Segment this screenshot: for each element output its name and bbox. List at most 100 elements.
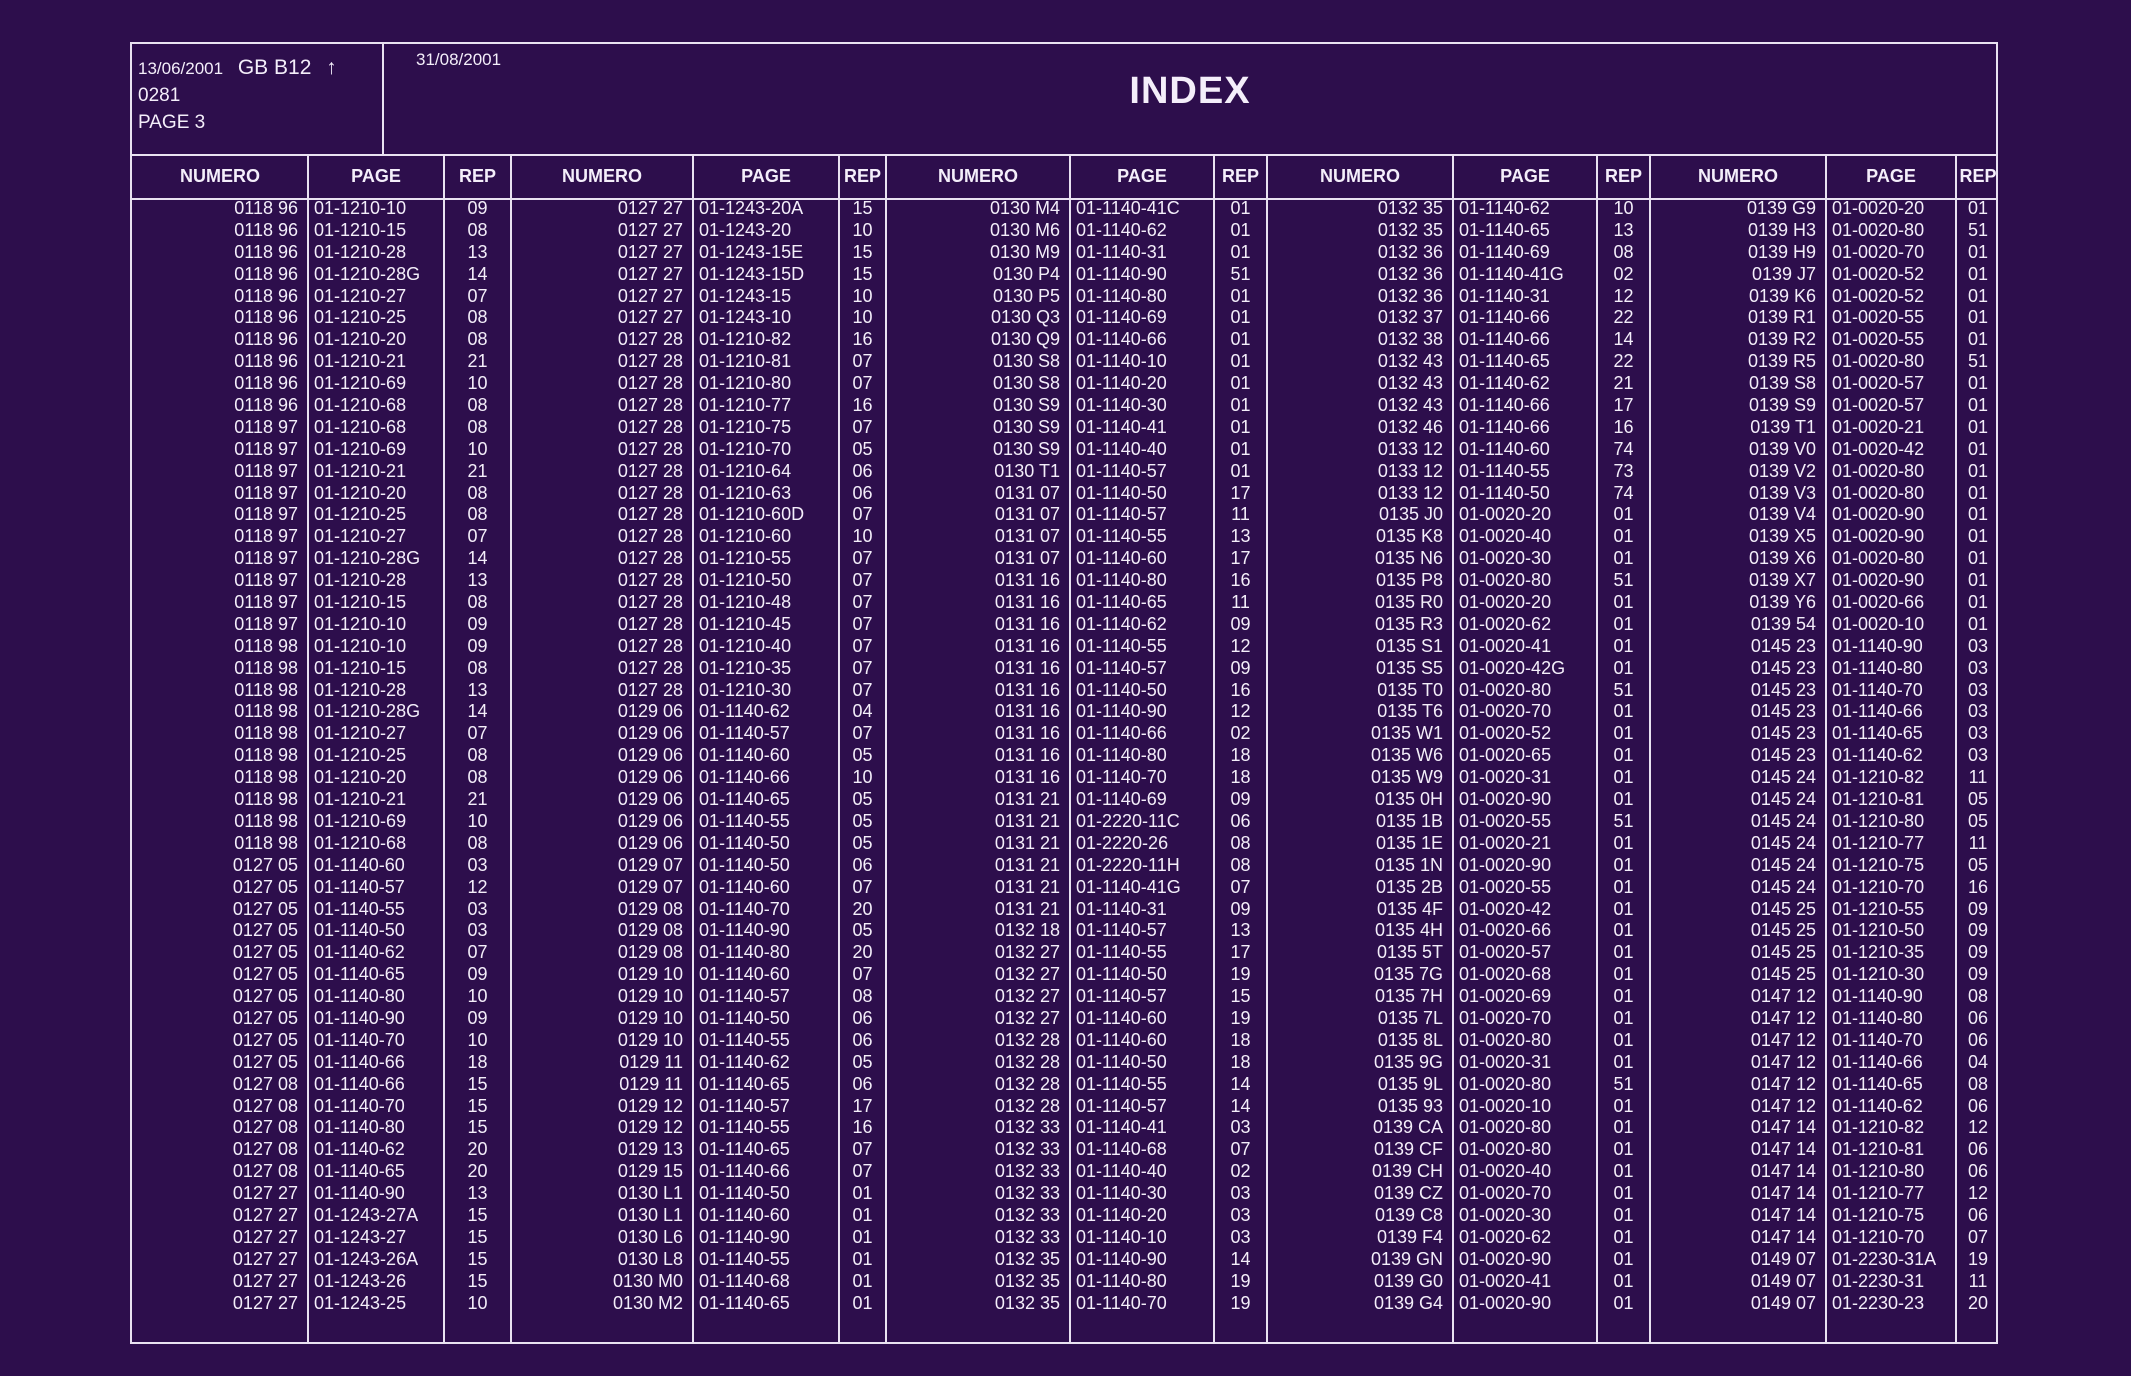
- index-cell-page: 01-1210-81: [1832, 789, 1925, 810]
- index-cell-rep: 03: [1967, 657, 1989, 678]
- index-cell-numero: 0118 97: [234, 482, 298, 503]
- index-cell-page: 01-1210-15: [314, 219, 407, 240]
- index-cell-rep: 15: [852, 263, 873, 284]
- index-cell-numero: 0118 97: [234, 570, 298, 591]
- index-cell-numero: 0132 28: [994, 1073, 1060, 1094]
- index-cell-numero: 0139 G0: [1373, 1270, 1443, 1291]
- index-cell-page: 01-1243-20A: [699, 198, 804, 218]
- index-cell-numero: 0132 46: [1377, 416, 1443, 437]
- index-cell-rep: 01: [1967, 482, 1989, 503]
- index-cell-page: 01-1210-28G: [314, 263, 421, 284]
- index-cell-numero: 0127 27: [617, 198, 683, 218]
- index-cell-rep: 18: [1230, 1051, 1251, 1072]
- index-cell-page: 01-1140-41G: [1459, 263, 1564, 284]
- index-cell-numero: 0145 23: [1750, 745, 1816, 766]
- index-cell-page: 01-1140-57: [314, 876, 405, 897]
- index-cell-numero: 0127 08: [232, 1095, 298, 1116]
- index-cell-numero: 0147 12: [1750, 1051, 1816, 1072]
- index-cell-rep: 07: [467, 285, 488, 306]
- index-cell-numero: 0139 F4: [1376, 1226, 1443, 1247]
- index-cell-numero: 0135 9L: [1377, 1073, 1443, 1094]
- index-cell-numero: 0149 07: [1750, 1270, 1816, 1291]
- index-cell-rep: 01: [1230, 241, 1251, 262]
- index-cell-rep: 01: [1613, 1117, 1634, 1138]
- index-cell-numero: 0133 12: [1377, 460, 1443, 481]
- index-cell-rep: 11: [1968, 832, 1988, 853]
- index-cell-rep: 01: [1613, 526, 1634, 547]
- index-cell-rep: 08: [467, 592, 488, 613]
- index-cell-page: 01-1140-90: [314, 1183, 405, 1204]
- index-cell-numero: 0129 11: [619, 1073, 683, 1094]
- index-cell-rep: 07: [852, 657, 873, 678]
- index-cell-page: 01-1210-28: [314, 570, 407, 591]
- index-cell-numero: 0145 23: [1750, 701, 1816, 722]
- column-divider: [1452, 154, 1454, 1342]
- index-cell-page: 01-1243-15E: [699, 241, 804, 262]
- index-cell-numero: 0130 S9: [992, 395, 1060, 416]
- index-cell-rep: 01: [1967, 241, 1989, 262]
- index-cell-page: 01-0020-90: [1459, 854, 1552, 875]
- index-cell-rep: 16: [852, 1117, 873, 1138]
- index-cell-rep: 08: [467, 767, 488, 788]
- index-cell-page: 01-0020-20: [1459, 504, 1552, 525]
- index-cell-numero: 0132 35: [994, 1248, 1060, 1269]
- index-cell-rep: 05: [1967, 854, 1989, 875]
- index-cell-page: 01-1210-80: [699, 373, 792, 394]
- index-cell-numero: 0145 24: [1750, 876, 1816, 897]
- index-cell-rep: 01: [1230, 438, 1251, 459]
- index-cell-rep: 01: [1967, 592, 1989, 613]
- index-cell-numero: 0131 21: [994, 876, 1060, 897]
- index-cell-rep: 12: [467, 876, 488, 897]
- index-cell-page: 01-1140-65: [1832, 1073, 1923, 1094]
- index-cell-page: 01-1140-60: [699, 745, 790, 766]
- index-cell-page: 01-1140-65: [699, 1073, 790, 1094]
- index-cell-page: 01-1140-55: [699, 1248, 790, 1269]
- index-cell-rep: 16: [1230, 570, 1251, 591]
- index-cell-page: 01-1243-27: [314, 1226, 407, 1247]
- index-cell-rep: 01: [1613, 548, 1634, 569]
- index-cell-page: 01-1210-25: [314, 504, 407, 525]
- index-cell-numero: 0130 M6: [989, 219, 1060, 240]
- arrow-up-icon: ↑: [326, 56, 337, 79]
- index-cell-page: 01-0020-80: [1832, 351, 1925, 372]
- index-cell-numero: 0129 06: [617, 810, 683, 831]
- header-code: GB B12: [237, 56, 312, 79]
- index-cell-page: 01-1140-80: [1076, 570, 1167, 591]
- index-cell-rep: 01: [1613, 635, 1634, 656]
- index-cell-page: 01-1140-55: [1076, 942, 1167, 963]
- index-cell-rep: 01: [1613, 1007, 1634, 1028]
- index-cell-rep: 01: [1967, 395, 1989, 416]
- index-cell-page: 01-1210-27: [314, 285, 407, 306]
- index-cell-page: 01-1140-60: [699, 964, 790, 985]
- index-cell-page: 01-1140-90: [699, 1226, 790, 1247]
- index-cell-rep: 06: [1967, 1204, 1989, 1225]
- index-cell-rep: 15: [852, 198, 873, 218]
- index-cell-page: 01-2220-26: [1076, 832, 1169, 853]
- index-cell-rep: 14: [1230, 1073, 1251, 1094]
- index-cell-numero: 0149 07: [1750, 1292, 1816, 1313]
- index-cell-numero: 0147 14: [1750, 1139, 1816, 1160]
- column-divider: [838, 154, 840, 1342]
- index-cell-rep: 51: [1967, 219, 1989, 240]
- index-cell-rep: 01: [1613, 789, 1634, 810]
- index-cell-numero: 0127 28: [617, 329, 683, 350]
- index-cell-numero: 0118 98: [234, 657, 298, 678]
- index-cell-rep: 01: [1613, 876, 1634, 897]
- index-cell-numero: 0118 96: [234, 395, 298, 416]
- index-cell-numero: 0132 35: [1377, 219, 1443, 240]
- column-header-row: NUMERO PAGE REP NUMERO PAGE REP NUMERO PAGE REP N…: [132, 154, 1997, 200]
- index-cell-numero: 0127 08: [232, 1161, 298, 1182]
- index-cell-page: 01-1140-10: [1076, 351, 1167, 372]
- column-header-numero: NUMERO: [1320, 166, 1400, 186]
- index-cell-numero: 0145 25: [1750, 942, 1816, 963]
- index-cell-rep: 07: [852, 679, 873, 700]
- index-cell-rep: 20: [1967, 1292, 1989, 1313]
- index-cell-rep: 09: [1967, 964, 1989, 985]
- index-cell-numero: 0135 7L: [1377, 1007, 1443, 1028]
- index-cell-numero: 0127 28: [617, 570, 683, 591]
- index-cell-page: 01-1210-28G: [314, 701, 421, 722]
- index-cell-rep: 01: [1613, 832, 1634, 853]
- index-cell-rep: 06: [852, 1029, 873, 1050]
- index-cell-page: 01-1140-31: [1076, 241, 1167, 262]
- column-numero-group-2: 0127 27 0127 27 0127 27 0127 27 0127 27 0127 …: [511, 198, 693, 1314]
